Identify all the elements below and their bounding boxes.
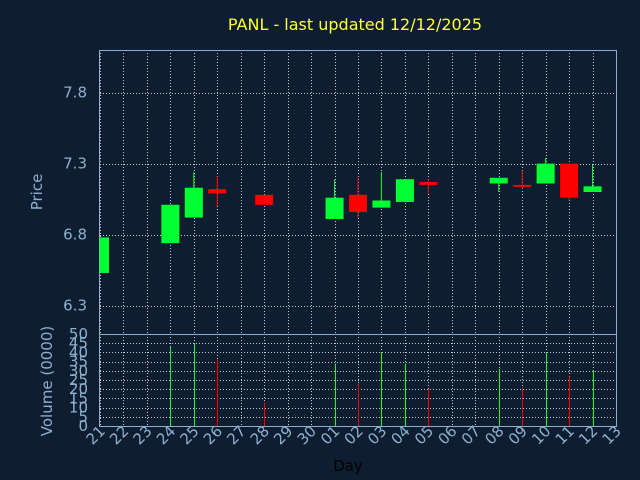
- price-tick-label: 7.3: [63, 155, 87, 173]
- candle-body: [325, 197, 344, 219]
- volume-axis-label: Volume (0000): [38, 326, 56, 436]
- candle-body: [372, 200, 391, 208]
- candle-body: [161, 204, 180, 244]
- volume-tick-label: 50: [69, 325, 88, 343]
- volume-tick-label: 0: [78, 417, 88, 435]
- candle-body: [349, 194, 367, 212]
- volume-tick-label: 10: [69, 399, 88, 417]
- volume-tick-label: 5: [78, 408, 88, 426]
- candle-body: [208, 189, 227, 194]
- candle-body: [100, 237, 109, 273]
- x-tick-labels: 2122232425262728293001020304050607080910…: [83, 422, 625, 448]
- candle-body: [255, 194, 274, 205]
- volume-bars: [170, 343, 594, 426]
- volume-tick-label: 35: [69, 353, 88, 371]
- candle-body: [583, 186, 602, 192]
- chart-title: PANL - last updated 12/12/2025: [228, 15, 482, 34]
- candle-body: [395, 179, 414, 202]
- price-tick-label: 6.3: [63, 297, 87, 315]
- candle-body: [489, 177, 508, 184]
- candle-body: [513, 184, 532, 187]
- candles: [99, 157, 602, 273]
- candle-body: [184, 187, 203, 218]
- volume-tick-label: 15: [69, 389, 88, 407]
- volume-panel-frame: [99, 334, 617, 427]
- candle-body: [536, 163, 555, 184]
- volume-tick-label: 20: [69, 380, 88, 398]
- price-tick-labels: 6.3 6.8 7.3 7.8: [63, 84, 87, 315]
- price-axis-label: Price: [28, 174, 46, 211]
- volume-tick-label: 25: [69, 371, 88, 389]
- price-tick-label: 7.8: [63, 84, 87, 102]
- volume-tick-label: 30: [69, 362, 88, 380]
- volume-tick-label: 45: [69, 334, 88, 352]
- x-axis-label: Day: [333, 457, 363, 475]
- candle-body: [560, 163, 579, 198]
- price-tick-label: 6.8: [63, 226, 87, 244]
- volume-tick-label: 40: [69, 343, 88, 361]
- candle-body: [419, 182, 438, 185]
